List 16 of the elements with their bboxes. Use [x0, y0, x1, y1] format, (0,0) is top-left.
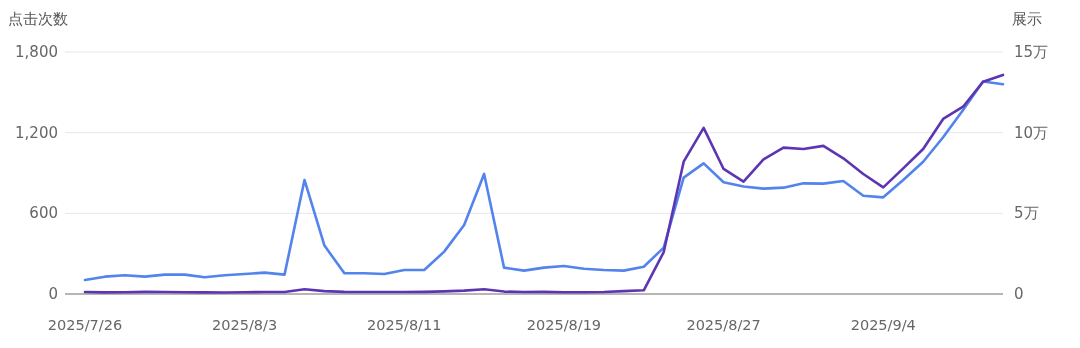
- y2-tick-label: 5万: [1014, 204, 1039, 223]
- x-tick-label: 2025/8/3: [212, 317, 278, 333]
- y-axis-title: 点击次数: [8, 11, 68, 27]
- x-tick-label: 2025/9/4: [850, 317, 916, 333]
- y2-tick-label: 10万: [1014, 123, 1049, 142]
- x-tick-label: 2025/8/19: [526, 317, 602, 333]
- x-tick-label: 2025/8/27: [686, 317, 761, 333]
- x-tick-label: 2025/7/26: [47, 317, 123, 333]
- y-tick-label: 0: [48, 285, 58, 303]
- y-tick-label: 600: [29, 204, 58, 223]
- x-tick-label: 2025/8/11: [367, 317, 442, 333]
- y-tick-label: 1,800: [15, 43, 58, 61]
- y2-tick-label: 15万: [1014, 43, 1049, 61]
- y2-axis-title: 展示: [1012, 11, 1042, 27]
- y-tick-label: 1,200: [15, 123, 58, 142]
- y2-tick-label: 0: [1014, 285, 1024, 303]
